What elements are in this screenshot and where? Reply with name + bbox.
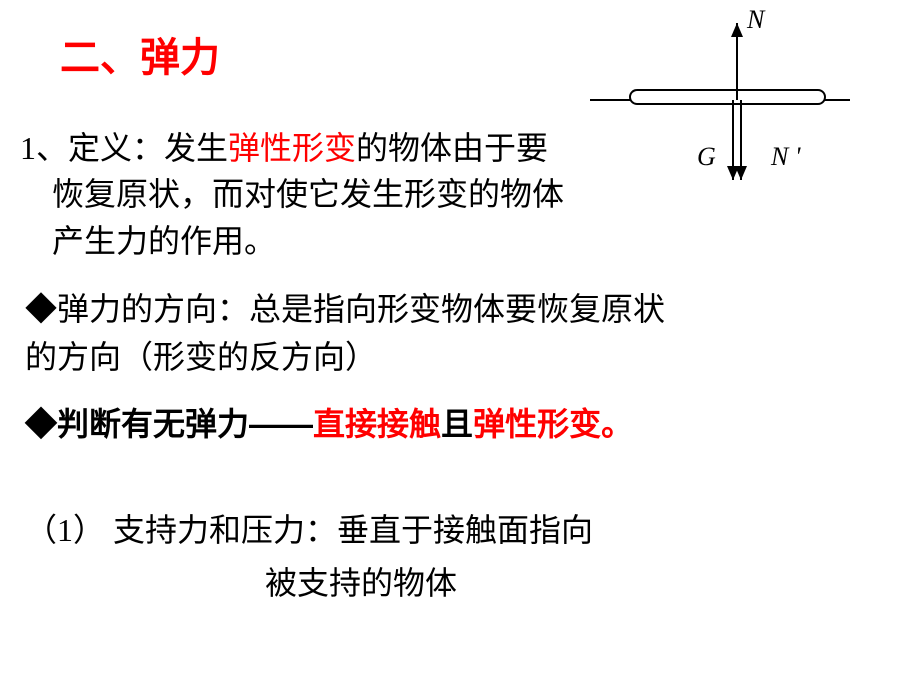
definition-block: 1、定义：发生弹性形变的物体由于要 恢复原状，而对使它发生形变的物体 产生力的作…: [20, 125, 564, 264]
arrow-n: [731, 23, 743, 100]
direction-text: 总是指向形变物体要恢复原状: [249, 291, 665, 327]
judge-label: 判断有无弹力——: [57, 406, 313, 442]
point1-text: 垂直于接触面指向: [337, 512, 593, 548]
def-prefix: 1、定义：发生: [20, 130, 228, 166]
arrow-nprime: [735, 100, 747, 180]
label-nprime: N ': [770, 142, 801, 171]
section-title: 二、弹力: [60, 25, 220, 83]
def-line3: 产生力的作用。: [20, 223, 276, 259]
point1-line2: 被支持的物体: [265, 558, 457, 604]
force-diagram: N G N ': [590, 5, 850, 205]
direction-block: ◆弹力的方向：总是指向形变物体要恢复原状 的方向（形变的反方向）: [25, 285, 665, 381]
title-text: 二、弹力: [60, 35, 220, 80]
judge-block: ◆判断有无弹力——直接接触且弹性形变。: [25, 400, 633, 448]
label-g: G: [697, 142, 716, 171]
point1-block: （1） 支持力和压力：垂直于接触面指向: [25, 505, 593, 556]
label-n: N: [746, 5, 766, 34]
def-highlight: 弹性形变: [228, 130, 356, 166]
force-diagram-svg: N G N ': [590, 5, 850, 205]
judge-hl2: 弹性形变。: [473, 406, 633, 442]
direction-line2: 的方向（形变的反方向）: [25, 339, 377, 375]
point1-line2-text: 被支持的物体: [265, 565, 457, 601]
direction-label: 弹力的方向：: [57, 291, 249, 327]
bullet-icon: ◆: [25, 406, 57, 442]
bullet-icon: ◆: [25, 291, 57, 327]
point1-prefix: （1） 支持力和压力：: [25, 512, 337, 548]
def-line2: 恢复原状，而对使它发生形变的物体: [20, 176, 564, 212]
def-mid: 的物体由于要: [356, 130, 548, 166]
judge-mid: 且: [441, 406, 473, 442]
rod-body: [630, 90, 825, 104]
judge-hl1: 直接接触: [313, 406, 441, 442]
